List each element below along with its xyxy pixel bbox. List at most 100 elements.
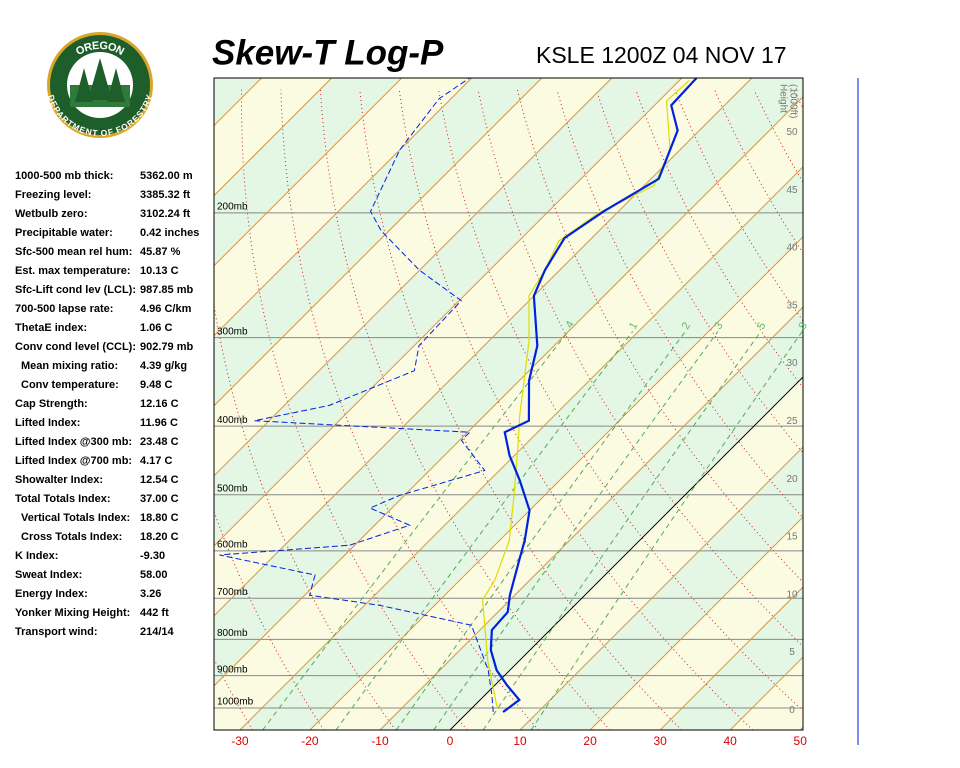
logo-top-path: OREGON xyxy=(74,40,126,58)
stat-value: 5362.00 m xyxy=(140,170,193,182)
dry-adiabat xyxy=(241,89,468,730)
stat-label: Showalter Index: xyxy=(15,474,103,486)
stat-value: 37.00 C xyxy=(140,493,179,505)
isotherm-extra xyxy=(214,78,403,267)
mixing-ratio-label: 1 xyxy=(627,320,640,331)
stat-label: Lifted Index @700 mb: xyxy=(15,455,132,467)
dry-adiabat xyxy=(912,90,960,730)
height-label: 40 xyxy=(786,243,798,254)
x-tick-label: 40 xyxy=(723,734,737,748)
height-label: 35 xyxy=(786,300,798,311)
mixing-ratio-label: 5 xyxy=(755,320,768,331)
stat-label: 1000-500 mb thick: xyxy=(15,170,113,182)
dry-adiabat xyxy=(792,89,803,110)
isotherm xyxy=(589,516,803,730)
stat-label: Sweat Index: xyxy=(15,569,82,581)
pressure-label: 200mb xyxy=(217,202,248,213)
isotherm-extra xyxy=(214,78,613,477)
height-label: 50 xyxy=(786,127,798,138)
isotherm-extra xyxy=(214,78,332,197)
title: Skew-T Log-P xyxy=(212,33,444,72)
mixing-ratio-label: 8 xyxy=(797,320,810,331)
mixing-ratio-line xyxy=(262,331,569,730)
pressure-label: 700mb xyxy=(217,587,248,598)
mixing-ratio-line xyxy=(395,331,686,730)
stat-label: Freezing level: xyxy=(15,189,91,201)
stat-value: 11.96 C xyxy=(140,417,178,429)
mixing-ratio-label: 2 xyxy=(680,320,693,331)
x-tick-label: 30 xyxy=(653,734,667,748)
isotherm xyxy=(309,236,803,730)
isotherm-extra xyxy=(214,78,543,407)
dry-adiabat xyxy=(516,89,803,583)
stat-value: 3102.24 ft xyxy=(140,208,190,220)
isotherm xyxy=(449,376,803,730)
stat-value: 902.79 mb xyxy=(140,341,193,353)
height-label: 30 xyxy=(786,358,798,369)
height-label: 45 xyxy=(786,185,798,196)
stat-value: 18.20 C xyxy=(140,531,179,543)
stat-value: 987.85 mb xyxy=(140,284,193,296)
dry-adiabat xyxy=(214,509,325,730)
stat-label: Conv cond level (CCL): xyxy=(15,341,136,353)
pressure-label: 500mb xyxy=(217,483,248,494)
stat-label: K Index: xyxy=(15,550,58,562)
stat-label: Cross Totals Index: xyxy=(21,531,122,543)
dry-adiabat xyxy=(951,90,960,730)
stat-label: Transport wind: xyxy=(15,626,98,638)
logo-tree xyxy=(75,68,93,102)
x-tick-label: 20 xyxy=(583,734,597,748)
stat-label: Total Totals Index: xyxy=(15,493,111,505)
temp-band xyxy=(800,727,803,730)
stats-list: 1000-500 mb thick: 5362.00 m Freezing leve… xyxy=(15,170,199,638)
stat-value: 4.96 C/km xyxy=(140,303,192,315)
pressure-label: 1000mb xyxy=(217,697,254,708)
stat-label: Wetbulb zero: xyxy=(15,208,88,220)
stat-label: Lifted Index @300 mb: xyxy=(15,436,132,448)
pressure-label: 900mb xyxy=(217,664,248,675)
stat-value: 58.00 xyxy=(140,569,168,581)
dry-adiabat xyxy=(872,90,960,730)
isotherm xyxy=(659,586,803,730)
stat-value: 23.48 C xyxy=(140,436,179,448)
isotherm xyxy=(799,726,803,730)
height-label: 5 xyxy=(789,647,795,658)
stat-value: 9.48 C xyxy=(140,379,172,391)
height-label: 10 xyxy=(786,589,798,600)
temp-band xyxy=(214,96,803,730)
height-axis-title: Height xyxy=(777,84,788,113)
height-label: 15 xyxy=(786,532,798,543)
isotherm xyxy=(239,166,803,730)
x-tick-label: -30 xyxy=(231,734,249,748)
height-axis-title: (1000ft) xyxy=(787,84,798,118)
temp-band xyxy=(214,78,803,686)
mixing-ratio-line xyxy=(335,331,634,730)
stat-label: ThetaE index: xyxy=(15,322,87,334)
isotherm-extra xyxy=(214,78,683,547)
dry-adiabat xyxy=(438,89,803,712)
profile-line xyxy=(219,78,494,713)
height-label: 25 xyxy=(786,416,798,427)
stat-label: Energy Index: xyxy=(15,588,88,600)
stat-value: 12.16 C xyxy=(140,398,179,410)
axis-labels: 1000mb 900mb 800mb 700mb 600mb 500mb 400mb 300m… xyxy=(217,84,810,748)
height-label: 0 xyxy=(789,705,795,716)
isotherm-extra xyxy=(214,78,753,617)
stat-label: Yonker Mixing Height: xyxy=(15,607,130,619)
dry-adiabat xyxy=(319,89,611,730)
stat-value: 4.17 C xyxy=(140,455,172,467)
stat-label: Lifted Index: xyxy=(15,417,80,429)
pressure-label: 600mb xyxy=(217,540,248,551)
stat-value: 4.39 g/kg xyxy=(140,360,187,372)
stat-value: 45.87 % xyxy=(140,246,181,258)
x-tick-label: 0 xyxy=(447,734,454,748)
isotherm xyxy=(519,446,803,730)
stat-label: Sfc-Lift cond lev (LCL): xyxy=(15,284,136,296)
logo: OREGON DEPARTMENT OF FORESTRY xyxy=(46,32,154,138)
stat-label: Conv temperature: xyxy=(21,379,119,391)
mixing-ratio-line xyxy=(433,331,719,730)
pressure-label: 800mb xyxy=(217,628,248,639)
stat-value: 12.54 C xyxy=(140,474,179,486)
